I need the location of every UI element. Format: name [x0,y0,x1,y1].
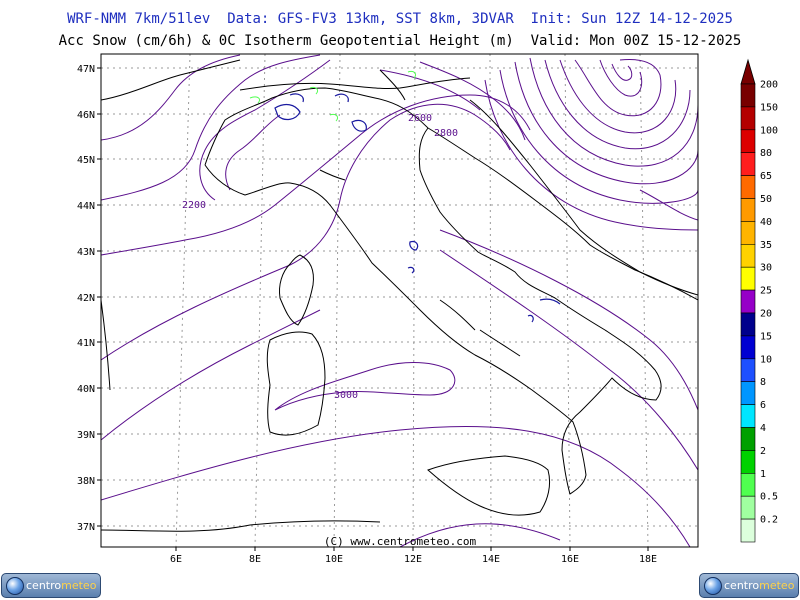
sicily-coastline [427,455,551,516]
lon-label: 16E [561,554,579,565]
legend-value: 25 [760,286,772,297]
legend-value: 0.5 [760,492,778,503]
contour-label-2200: 2200 [182,200,206,211]
globe-icon [6,577,24,595]
logo-text: centrometeo [724,579,795,592]
legend-value: 2 [760,446,766,457]
legend-value: 6 [760,400,766,411]
lat-label: 39N [77,430,95,441]
light-snow-traces [249,71,417,122]
lat-label: 47N [77,64,95,75]
legend-value: 100 [760,125,778,136]
corsica-coastline [279,254,314,326]
legend-swatch [740,450,756,474]
legend-swatch [740,358,756,382]
legend-swatch [740,495,756,520]
legend-value: 10 [760,354,772,365]
centrometeo-logo-right[interactable]: centrometeo [699,573,799,598]
lat-label: 45N [77,155,95,166]
lon-label: 6E [170,554,182,565]
legend-swatch [740,244,756,268]
logo-text: centrometeo [26,579,97,592]
legend-swatch [740,266,756,291]
contour-labels: 2200 2600 2800 3000 [182,113,458,401]
legend-labels: 200 150 100 80 65 50 40 35 30 25 20 15 10 8 6 4 2 1 0.5 0.2 [760,80,778,526]
legend-swatch [740,83,756,108]
snow-color-legend [740,58,756,543]
lat-label: 37N [77,522,95,533]
map-frame [100,53,699,548]
legend-swatch [740,106,756,131]
lon-label: 8E [249,554,261,565]
legend-value: 15 [760,331,772,342]
lat-label: 44N [77,201,95,212]
legend-swatch [740,129,756,154]
contour-label-2800: 2800 [434,128,458,139]
legend-swatch [740,381,756,405]
legend-value: 8 [760,377,766,388]
lat-label: 40N [77,384,95,395]
legend-swatch [740,427,756,451]
legend-value: 0.2 [760,515,778,526]
centrometeo-logo-left[interactable]: centrometeo [1,573,101,598]
axis-ticks [97,67,649,551]
coastlines [101,59,698,532]
isotherm-contours [101,54,698,547]
legend-swatch [740,518,756,543]
legend-value: 40 [760,217,772,228]
lon-label: 10E [325,554,343,565]
legend-value: 50 [760,194,772,205]
watermark: (C) www.centrometeo.com [324,535,477,548]
lat-label: 46N [77,110,95,121]
legend-value: 150 [760,102,778,113]
product-header: Acc Snow (cm/6h) & 0C Isotherm Geopotent… [58,33,742,49]
legend-value: 4 [760,423,766,434]
lon-label: 18E [639,554,657,565]
graticule [101,54,698,547]
lat-label: 43N [77,247,95,258]
legend-swatch [740,152,756,176]
legend-value: 30 [760,263,772,274]
legend-value: 1 [760,469,766,480]
lat-label: 38N [77,476,95,487]
contour-label-2600: 2600 [408,113,432,124]
italy-coastline [204,127,662,495]
legend-swatch [740,404,756,428]
legend-value: 200 [760,80,778,91]
legend-swatch [740,175,756,199]
lon-label: 12E [404,554,422,565]
lon-label: 14E [482,554,500,565]
legend-swatch [740,312,756,337]
legend-swatch [740,335,756,360]
lat-label: 42N [77,293,95,304]
globe-icon [704,577,722,595]
legend-arrow [740,58,756,85]
lat-label: 41N [77,338,95,349]
legend-swatch [740,289,756,314]
longitude-labels: 6E 8E 10E 12E 14E 16E 18E [170,554,657,565]
legend-value: 35 [760,240,772,251]
latitude-labels: 47N 46N 45N 44N 43N 42N 41N 40N 39N 38N … [77,64,95,533]
snow-accumulation [274,93,561,323]
legend-value: 80 [760,148,772,159]
legend-swatch [740,198,756,222]
contour-label-3000: 3000 [334,390,358,401]
legend-value: 65 [760,171,772,182]
legend-swatch [740,221,756,245]
model-header: WRF-NMM 7km/51lev Data: GFS-FV3 13km, SS… [67,11,733,27]
sardinia-coastline [266,331,326,436]
legend-value: 20 [760,309,772,320]
legend-swatch [740,472,756,497]
